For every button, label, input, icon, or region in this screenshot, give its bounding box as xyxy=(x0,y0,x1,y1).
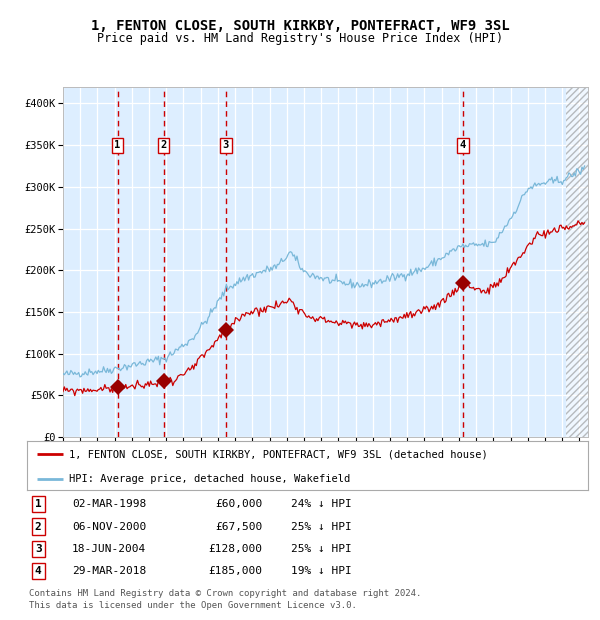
Text: 4: 4 xyxy=(460,140,466,150)
Text: 1, FENTON CLOSE, SOUTH KIRKBY, PONTEFRACT, WF9 3SL (detached house): 1, FENTON CLOSE, SOUTH KIRKBY, PONTEFRAC… xyxy=(69,450,488,459)
Text: 25% ↓ HPI: 25% ↓ HPI xyxy=(290,544,352,554)
Text: 24% ↓ HPI: 24% ↓ HPI xyxy=(290,499,352,510)
Text: HPI: Average price, detached house, Wakefield: HPI: Average price, detached house, Wake… xyxy=(69,474,350,484)
Text: Price paid vs. HM Land Registry's House Price Index (HPI): Price paid vs. HM Land Registry's House … xyxy=(97,32,503,45)
Text: 1: 1 xyxy=(115,140,121,150)
Text: 3: 3 xyxy=(223,140,229,150)
Text: 02-MAR-1998: 02-MAR-1998 xyxy=(72,499,146,510)
Text: £60,000: £60,000 xyxy=(215,499,263,510)
Text: 2: 2 xyxy=(161,140,167,150)
Bar xyxy=(566,87,588,437)
Text: 2: 2 xyxy=(35,521,41,531)
Text: 18-JUN-2004: 18-JUN-2004 xyxy=(72,544,146,554)
Text: Contains HM Land Registry data © Crown copyright and database right 2024.: Contains HM Land Registry data © Crown c… xyxy=(29,590,421,598)
Text: This data is licensed under the Open Government Licence v3.0.: This data is licensed under the Open Gov… xyxy=(29,601,356,609)
Text: 29-MAR-2018: 29-MAR-2018 xyxy=(72,566,146,576)
Text: 1: 1 xyxy=(35,499,41,510)
Text: 06-NOV-2000: 06-NOV-2000 xyxy=(72,521,146,531)
Text: 3: 3 xyxy=(35,544,41,554)
Text: 1, FENTON CLOSE, SOUTH KIRKBY, PONTEFRACT, WF9 3SL: 1, FENTON CLOSE, SOUTH KIRKBY, PONTEFRAC… xyxy=(91,19,509,33)
Text: 19% ↓ HPI: 19% ↓ HPI xyxy=(290,566,352,576)
Text: £128,000: £128,000 xyxy=(209,544,263,554)
Text: 4: 4 xyxy=(35,566,41,576)
Text: 25% ↓ HPI: 25% ↓ HPI xyxy=(290,521,352,531)
Text: £185,000: £185,000 xyxy=(209,566,263,576)
Text: £67,500: £67,500 xyxy=(215,521,263,531)
